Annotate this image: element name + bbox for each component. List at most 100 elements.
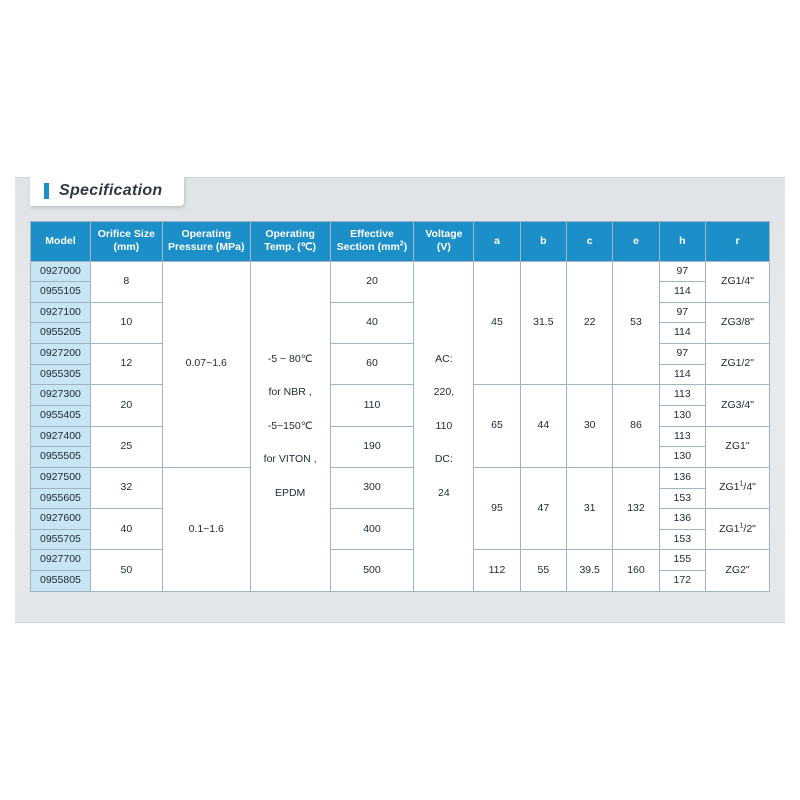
cell-h: 113	[659, 385, 705, 406]
cell-model: 0955705	[31, 529, 91, 550]
cell-model: 0927100	[31, 302, 91, 323]
cell-section: 20	[330, 261, 414, 302]
cell-h: 153	[659, 529, 705, 550]
cell-model: 0955805	[31, 571, 91, 592]
col-temp: OperatingTemp. (℃)	[250, 222, 330, 261]
cell-section: 400	[330, 509, 414, 550]
cell-model: 0955505	[31, 447, 91, 468]
cell-model: 0955205	[31, 323, 91, 344]
cell-model: 0927500	[31, 467, 91, 488]
cell-section: 110	[330, 385, 414, 426]
cell-model: 0927300	[31, 385, 91, 406]
cell-r: ZG1/2"	[705, 344, 769, 385]
cell-h: 130	[659, 405, 705, 426]
cell-model: 0955405	[31, 405, 91, 426]
col-press: OperatingPressure (MPa)	[162, 222, 250, 261]
cell-section: 500	[330, 550, 414, 591]
col-e: e	[613, 222, 659, 261]
table-row: 0927500320.1~1.6300954731132136ZG11/4"	[31, 467, 770, 488]
table-row: 0927100104097ZG3/8"	[31, 302, 770, 323]
cell-model: 0927400	[31, 426, 91, 447]
cell-r: ZG1/4"	[705, 261, 769, 302]
table-header: ModelOrifice Size(mm)OperatingPressure (…	[31, 222, 770, 261]
cell-model: 0955105	[31, 282, 91, 303]
cell-h: 155	[659, 550, 705, 571]
cell-orifice: 12	[90, 344, 162, 385]
cell-r: ZG11/4"	[705, 467, 769, 508]
col-a: a	[474, 222, 520, 261]
cell-orifice: 8	[90, 261, 162, 302]
col-section: EffectiveSection (mm2)	[330, 222, 414, 261]
cell-a: 65	[474, 385, 520, 468]
cell-r: ZG11/2"	[705, 509, 769, 550]
cell-pressure: 0.07~1.6	[162, 261, 250, 467]
cell-h: 97	[659, 261, 705, 282]
spec-panel: Specification ModelOrifice Size(mm)Opera…	[15, 177, 785, 623]
cell-temp: -5 ~ 80℃for NBR ,-5~150℃for VITON ,EPDM	[250, 261, 330, 591]
table-row: 092700080.07~1.6-5 ~ 80℃for NBR ,-5~150℃…	[31, 261, 770, 282]
cell-a: 112	[474, 550, 520, 591]
cell-b: 31.5	[520, 261, 566, 385]
cell-c: 31	[567, 467, 613, 550]
cell-h: 172	[659, 571, 705, 592]
cell-h: 97	[659, 302, 705, 323]
cell-e: 53	[613, 261, 659, 385]
spec-table: ModelOrifice Size(mm)OperatingPressure (…	[30, 221, 770, 592]
cell-pressure: 0.1~1.6	[162, 467, 250, 591]
cell-a: 95	[474, 467, 520, 550]
accent-bar	[44, 183, 49, 199]
cell-section: 60	[330, 344, 414, 385]
table-row: 0927700505001125539.5160155ZG2"	[31, 550, 770, 571]
cell-h: 136	[659, 467, 705, 488]
cell-r: ZG3/8"	[705, 302, 769, 343]
cell-b: 55	[520, 550, 566, 591]
cell-voltage: AC:220,110DC:24	[414, 261, 474, 591]
cell-h: 136	[659, 509, 705, 530]
table-row: 092740025190113ZG1"	[31, 426, 770, 447]
cell-h: 114	[659, 282, 705, 303]
section-title-tab: Specification	[30, 176, 184, 206]
cell-h: 130	[659, 447, 705, 468]
cell-b: 47	[520, 467, 566, 550]
cell-model: 0927700	[31, 550, 91, 571]
col-orifice: Orifice Size(mm)	[90, 222, 162, 261]
col-c: c	[567, 222, 613, 261]
cell-model: 0927000	[31, 261, 91, 282]
cell-model: 0955305	[31, 364, 91, 385]
col-voltage: Voltage(V)	[414, 222, 474, 261]
cell-model: 0955605	[31, 488, 91, 509]
cell-h: 97	[659, 344, 705, 365]
cell-section: 300	[330, 467, 414, 508]
cell-c: 22	[567, 261, 613, 385]
cell-h: 114	[659, 364, 705, 385]
cell-orifice: 10	[90, 302, 162, 343]
cell-h: 114	[659, 323, 705, 344]
cell-h: 153	[659, 488, 705, 509]
cell-orifice: 20	[90, 385, 162, 426]
cell-r: ZG1"	[705, 426, 769, 467]
cell-section: 190	[330, 426, 414, 467]
col-b: b	[520, 222, 566, 261]
cell-orifice: 25	[90, 426, 162, 467]
cell-model: 0927600	[31, 509, 91, 530]
cell-orifice: 32	[90, 467, 162, 508]
cell-r: ZG2"	[705, 550, 769, 591]
cell-r: ZG3/4"	[705, 385, 769, 426]
section-title: Specification	[59, 182, 162, 200]
cell-h: 113	[659, 426, 705, 447]
cell-e: 132	[613, 467, 659, 550]
cell-orifice: 50	[90, 550, 162, 591]
cell-model: 0927200	[31, 344, 91, 365]
col-r: r	[705, 222, 769, 261]
table-row: 092760040400136ZG11/2"	[31, 509, 770, 530]
table-row: 09273002011065443086113ZG3/4"	[31, 385, 770, 406]
cell-orifice: 40	[90, 509, 162, 550]
cell-c: 30	[567, 385, 613, 468]
cell-e: 160	[613, 550, 659, 591]
cell-b: 44	[520, 385, 566, 468]
table-row: 0927200126097ZG1/2"	[31, 344, 770, 365]
col-h: h	[659, 222, 705, 261]
cell-e: 86	[613, 385, 659, 468]
cell-a: 45	[474, 261, 520, 385]
col-model: Model	[31, 222, 91, 261]
